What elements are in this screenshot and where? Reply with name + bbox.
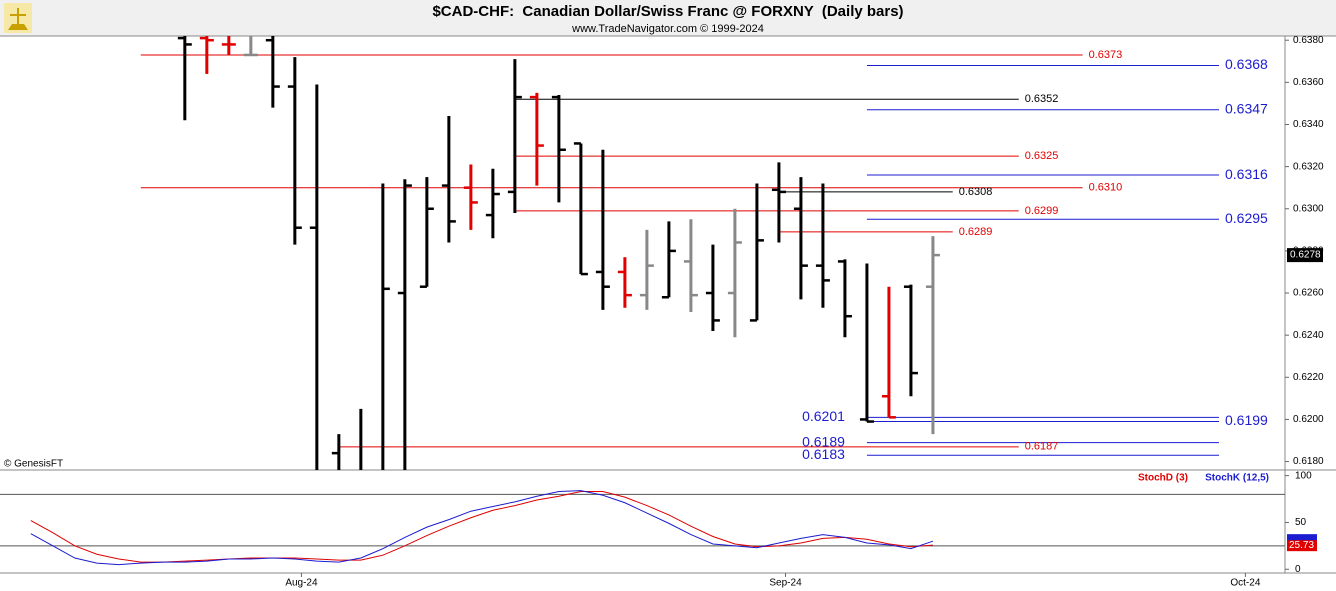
last-price-box [1287, 248, 1323, 263]
last-k-box [1287, 534, 1317, 545]
y-tick-label: 0.6260 [1293, 288, 1324, 299]
subtitle: www.TradeNavigator.com © 1999-2024 [571, 23, 764, 35]
logo [4, 3, 32, 33]
watermark: © GenesisFT [4, 459, 63, 470]
price-panel [140, 36, 1219, 470]
y-tick-label: 0.6340 [1293, 119, 1324, 130]
level-label: 0.6289 [959, 226, 993, 238]
y-tick-label: 0 [1295, 564, 1301, 575]
level-label: 0.6347 [1225, 100, 1268, 116]
title: $CAD-CHF: Canadian Dollar/Swiss Franc @ … [432, 3, 903, 20]
level-label: 0.6187 [1025, 441, 1059, 453]
level-label: 0.6352 [1025, 93, 1059, 105]
x-tick-label: Aug-24 [285, 578, 318, 589]
y-tick-label: 0.6300 [1293, 203, 1324, 214]
level-label: 0.6183 [802, 446, 845, 462]
y-tick-label: 100 [1295, 470, 1312, 481]
y-tick-label: 0.6380 [1293, 35, 1324, 46]
y-tick-label: 0.6180 [1293, 456, 1324, 467]
stoch-line [30, 490, 934, 566]
level-label: 0.6201 [802, 408, 845, 424]
level-label: 0.6316 [1225, 166, 1268, 182]
level-label: 0.6308 [959, 186, 993, 198]
y-tick-label: 0.6360 [1293, 77, 1324, 88]
level-label: 0.6325 [1025, 150, 1059, 162]
x-tick-label: Sep-24 [769, 578, 802, 589]
stoch-line [30, 491, 933, 563]
x-tick-label: Oct-24 [1230, 578, 1260, 589]
stoch-panel [0, 490, 1285, 566]
last-price-label: 0.6278 [1290, 250, 1321, 261]
legend-entry: StochD (3) [1138, 473, 1188, 484]
level-label: 0.6189 [802, 433, 845, 449]
y-tick-label: 0.6320 [1293, 161, 1324, 172]
level-label: 0.6299 [1025, 205, 1059, 217]
header-bg [0, 0, 1336, 36]
legend-entry: StochK (12,5) [1205, 473, 1269, 484]
y-tick-label: 0.6220 [1293, 372, 1324, 383]
level-label: 0.6368 [1225, 56, 1268, 72]
level-label: 0.6373 [1089, 49, 1123, 61]
level-label: 0.6199 [1225, 412, 1268, 428]
last-d-label: 25.73 [1289, 540, 1314, 551]
last-d-box [1287, 540, 1317, 552]
y-tick-label: 0.6200 [1293, 414, 1324, 425]
level-label: 0.6310 [1089, 182, 1123, 194]
level-label: 0.6295 [1225, 210, 1268, 226]
y-tick-label: 0.6240 [1293, 330, 1324, 341]
y-tick-label: 50 [1295, 517, 1307, 528]
